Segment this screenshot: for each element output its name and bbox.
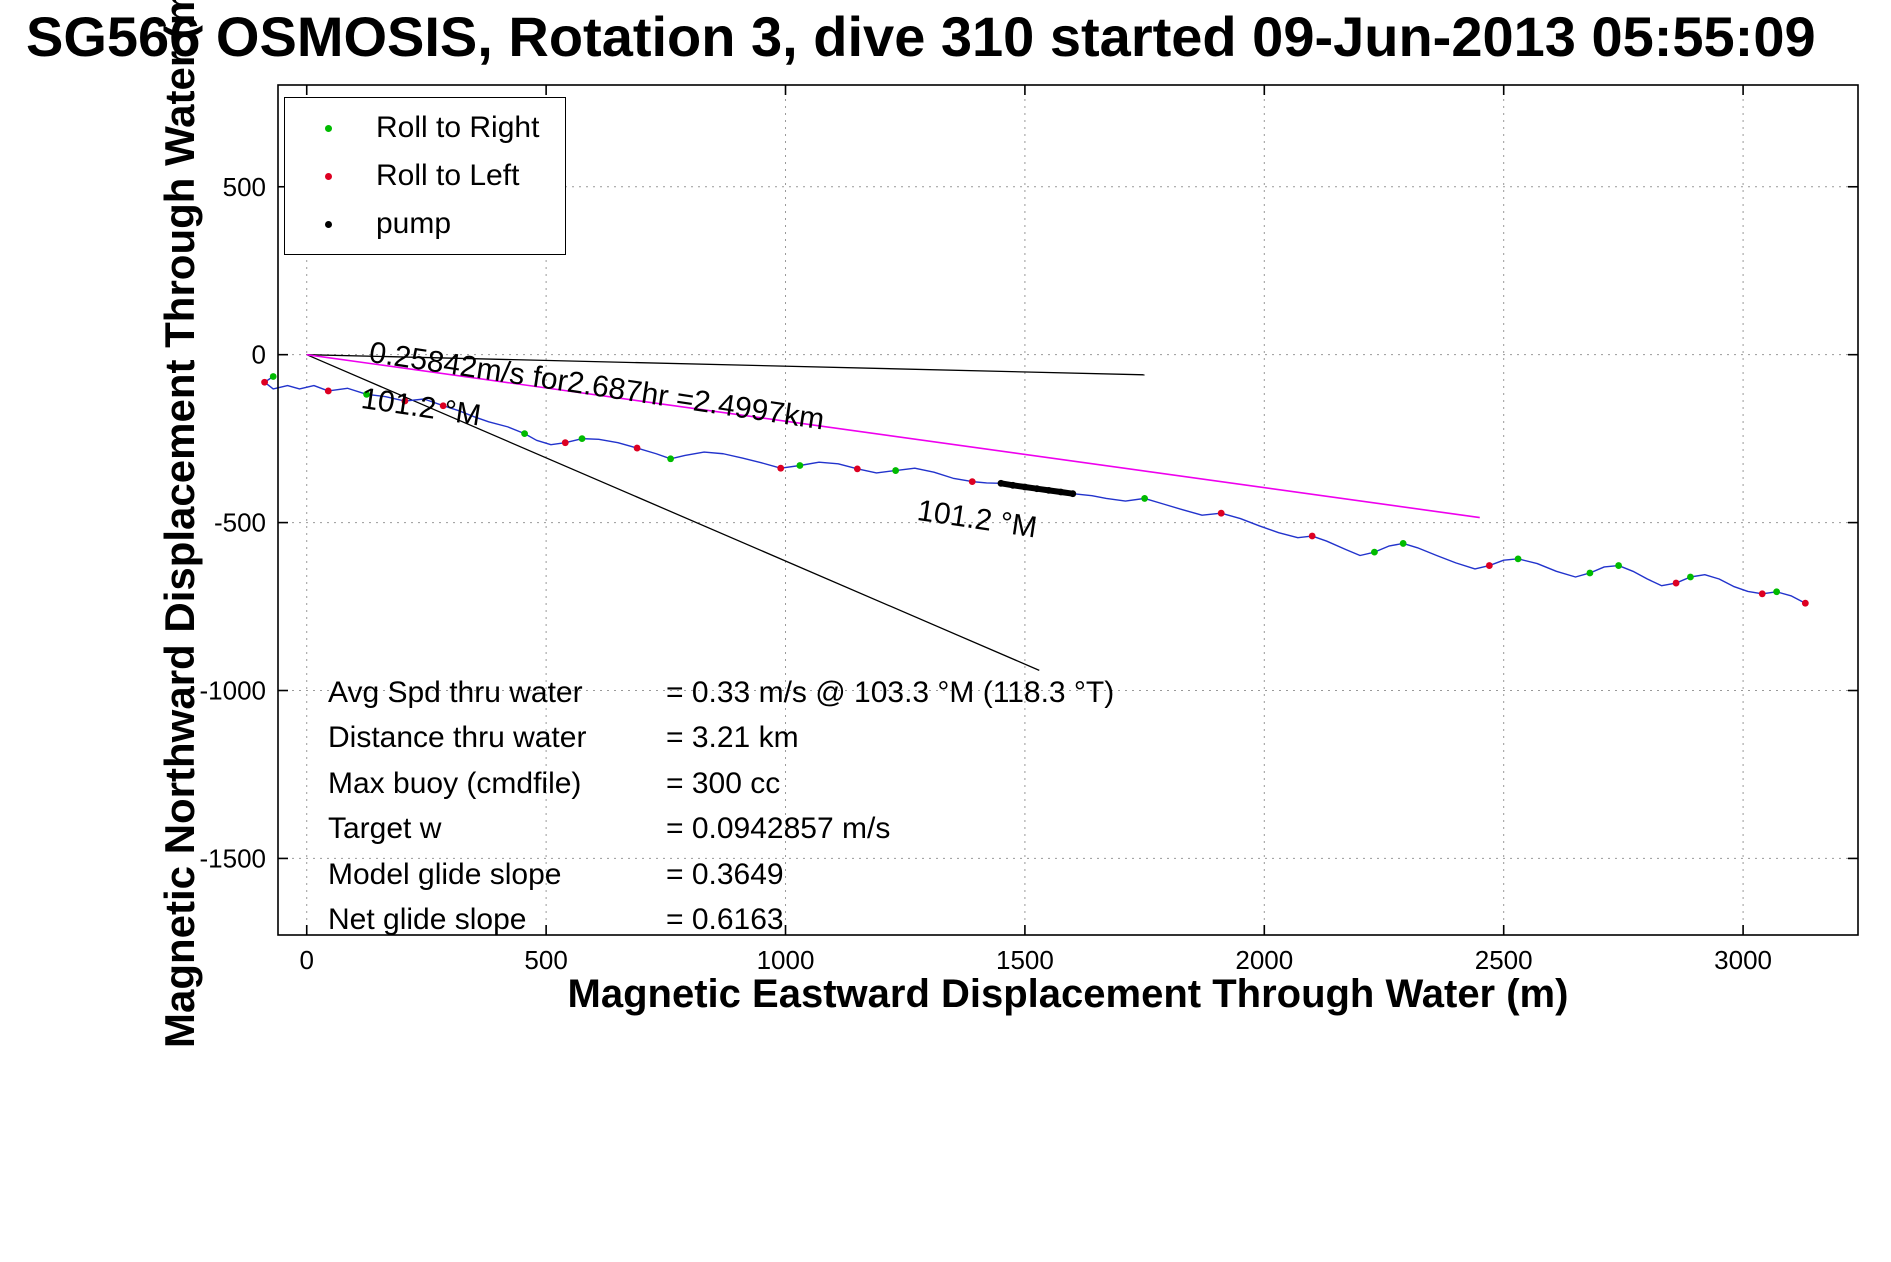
legend-label: pump <box>376 207 452 240</box>
stat-label: Avg Spd thru water <box>328 675 583 709</box>
x-tick-label: 1000 <box>757 945 815 975</box>
stat-value: = 300 cc <box>666 766 781 800</box>
roll-to-right-dot <box>363 390 370 398</box>
legend-item-roll-to-right: Roll to Right <box>285 104 565 152</box>
roll-to-left-dot <box>968 478 976 486</box>
pump-dot <box>1033 485 1041 493</box>
pump-dot <box>1009 481 1017 489</box>
roll-to-left-dot <box>324 387 332 395</box>
legend-item-roll-to-left: Roll to Left <box>285 152 565 200</box>
net-glide-reference-line <box>306 354 1040 671</box>
roll-to-left-dot <box>1672 579 1680 587</box>
y-tick-label: -1000 <box>200 676 267 706</box>
roll-to-left-dot <box>1485 562 1493 569</box>
y-tick-label: 0 <box>252 340 266 370</box>
stat-value: = 0.0942857 m/s <box>666 812 891 846</box>
stat-avg-speed: Avg Spd thru water = 0.33 m/s @ 103.3 °M… <box>328 670 1114 716</box>
stat-label: Max buoy (cmdfile) <box>328 766 582 800</box>
roll-to-left-dot <box>261 378 268 386</box>
chart-title: SG566 OSMOSIS, Rotation 3, dive 310 star… <box>26 5 1816 68</box>
bearing-101.2M-line <box>306 353 1480 519</box>
roll-to-left-dot <box>1758 590 1766 598</box>
roll-to-right-dot <box>578 435 586 443</box>
x-tick-label: 2000 <box>1235 945 1293 975</box>
roll-to-right-dot <box>1586 569 1594 577</box>
pump-dot <box>997 479 1005 487</box>
stat-value: = 0.6163 <box>666 903 784 937</box>
roll-to-left-dot <box>439 402 447 410</box>
roll-to-right-dot <box>1514 555 1522 563</box>
roll-to-right-dot <box>521 430 528 437</box>
y-tick-label: -500 <box>214 508 266 538</box>
stat-label: Distance thru water <box>328 721 587 755</box>
stat-value: = 0.33 m/s @ 103.3 °M (118.3 °T) <box>666 675 1115 709</box>
y-tick-label: 500 <box>223 172 266 202</box>
roll-to-right-dot <box>667 455 675 463</box>
pump-dot <box>1021 483 1029 491</box>
pump-dot <box>1057 488 1065 496</box>
x-tick-label: 2500 <box>1475 945 1533 975</box>
roll-to-left-dot <box>1217 509 1225 517</box>
roll-to-right-dot <box>796 462 804 469</box>
x-tick-label: 500 <box>524 945 567 975</box>
pump-dot <box>1045 486 1053 494</box>
y-axis-label: Magnetic Northward Displacement Through … <box>156 0 203 1048</box>
stat-model-glide-slope: Model glide slope = 0.3649 <box>328 852 1114 898</box>
legend-item-pump: pump <box>285 200 565 248</box>
stat-value: = 0.3649 <box>666 857 784 891</box>
axes-box <box>277 84 1859 936</box>
x-tick-label: 0 <box>299 945 313 975</box>
roll-to-right-dot <box>1773 588 1781 596</box>
stats-block: Avg Spd thru water = 0.33 m/s @ 103.3 °M… <box>328 670 1114 943</box>
roll-to-left-dot <box>853 465 861 473</box>
x-tick-label: 3000 <box>1714 945 1772 975</box>
roll-to-right-marker-icon <box>325 124 332 132</box>
stat-label: Net glide slope <box>328 903 527 937</box>
roll-to-left-dot <box>1801 599 1809 607</box>
legend-label: Roll to Left <box>376 159 520 192</box>
legend: Roll to Right Roll to Left pump <box>284 97 566 255</box>
stat-target-w: Target w = 0.0942857 m/s <box>328 807 1114 853</box>
roll-to-left-dot <box>401 397 409 405</box>
pump-marker-icon <box>325 220 332 228</box>
legend-label: Roll to Right <box>376 111 540 144</box>
x-axis-label: Magnetic Eastward Displacement Through W… <box>567 972 1569 1016</box>
roll-to-right-dot <box>1141 495 1149 502</box>
roll-to-right-dot <box>1399 540 1407 547</box>
shallow-reference-line <box>306 354 1145 376</box>
stat-value: = 3.21 km <box>666 721 799 755</box>
stat-label: Target w <box>328 812 442 846</box>
roll-to-right-dot <box>1687 573 1694 581</box>
roll-to-left-dot <box>633 444 641 452</box>
roll-to-right-dot <box>269 373 277 380</box>
stat-distance: Distance thru water = 3.21 km <box>328 716 1114 762</box>
roll-to-right-dot <box>1371 548 1378 556</box>
stat-max-buoy: Max buoy (cmdfile) = 300 cc <box>328 761 1114 807</box>
stat-label: Model glide slope <box>328 857 562 891</box>
roll-to-left-dot <box>561 439 569 447</box>
roll-to-left-marker-icon <box>325 172 332 180</box>
stat-net-glide-slope: Net glide slope = 0.6163 <box>328 898 1114 944</box>
roll-to-right-dot <box>892 467 900 474</box>
pump-dot <box>1069 490 1077 498</box>
x-tick-label: 1500 <box>996 945 1054 975</box>
y-tick-label: -1500 <box>200 843 267 873</box>
roll-to-left-dot <box>1308 532 1316 540</box>
roll-to-right-dot <box>1615 562 1623 569</box>
roll-to-left-dot <box>777 464 785 472</box>
